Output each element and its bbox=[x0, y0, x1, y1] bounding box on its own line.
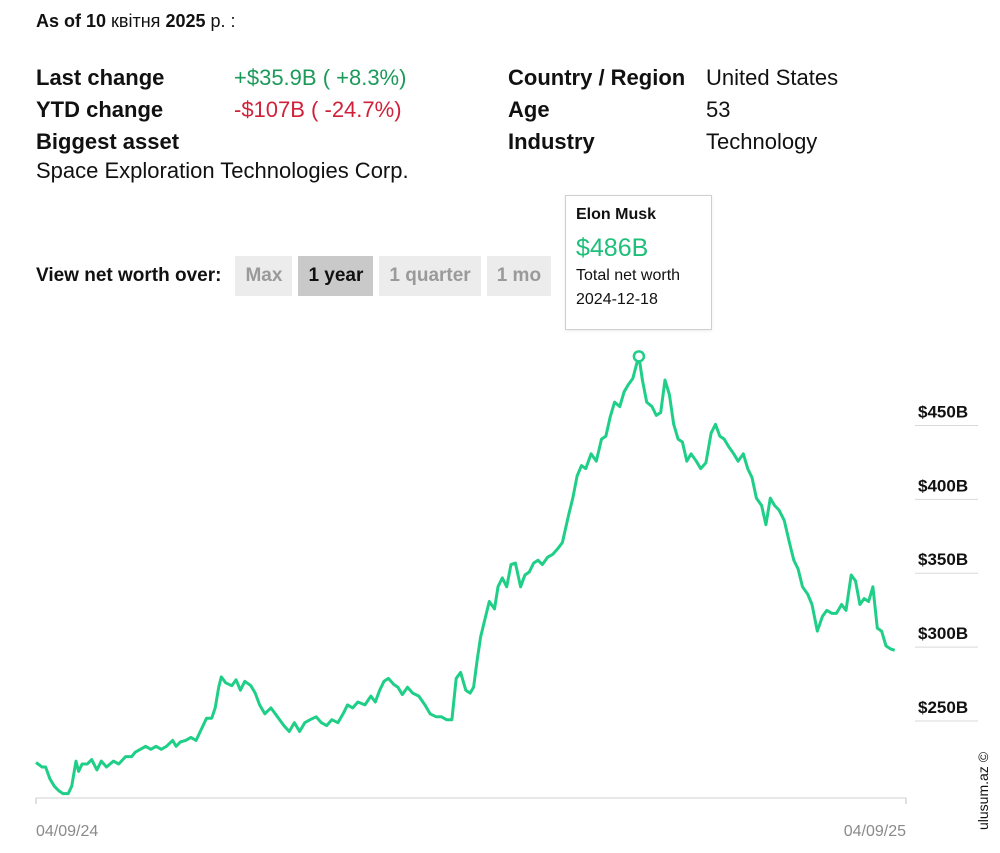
stat-row-country: Country / Region United States bbox=[508, 62, 838, 94]
biggest-asset-label: Biggest asset bbox=[36, 129, 180, 154]
range-1-quarter-button[interactable]: 1 quarter bbox=[379, 256, 481, 296]
age-value: 53 bbox=[706, 97, 731, 122]
y-tick-label: $450B bbox=[918, 403, 968, 422]
industry-label: Industry bbox=[508, 129, 595, 154]
highlight-point bbox=[632, 350, 646, 363]
view-label: View net worth over: bbox=[36, 265, 222, 286]
as-of-line: As of 10 квітня 2025 р. : bbox=[36, 11, 236, 32]
tooltip-value: $486B bbox=[576, 234, 649, 262]
range-1-year-button[interactable]: 1 year bbox=[298, 256, 374, 296]
as-of-month: квітня bbox=[111, 11, 161, 31]
as-of-prefix: As of 10 bbox=[36, 11, 107, 31]
country-value: United States bbox=[706, 65, 839, 90]
stat-row-age: Age 53 bbox=[508, 94, 838, 126]
watermark: ulusum.az © bbox=[975, 751, 991, 830]
tooltip-date: 2024-12-18 bbox=[576, 291, 658, 308]
ytd-change-value: -$107B ( -24.7%) bbox=[234, 97, 402, 122]
tooltip-subtitle: Total net worth bbox=[576, 267, 681, 284]
tooltip-name: Elon Musk bbox=[576, 206, 657, 223]
as-of-suffix: р. : bbox=[210, 11, 236, 31]
chart-tooltip: Elon Musk $486B Total net worth 2024-12-… bbox=[565, 195, 712, 330]
stat-row-ytd-change: YTD change -$107B ( -24.7%) bbox=[36, 94, 406, 126]
x-tick-label-start: 04/09/24 bbox=[36, 823, 98, 840]
stat-row-biggest-asset: Biggest asset bbox=[36, 126, 406, 158]
net-worth-line bbox=[35, 354, 896, 796]
last-change-label: Last change bbox=[36, 65, 165, 90]
range-1-month-button[interactable]: 1 mo bbox=[486, 256, 552, 296]
y-tick-label: $250B bbox=[918, 698, 968, 717]
biggest-asset-value: Space Exploration Technologies Corp. bbox=[36, 158, 409, 183]
country-label: Country / Region bbox=[508, 65, 686, 90]
age-label: Age bbox=[508, 97, 550, 122]
industry-value: Technology bbox=[706, 129, 818, 154]
range-max-button[interactable]: Max bbox=[235, 256, 293, 296]
stats-left: Last change +$35.9B ( +8.3%) YTD change … bbox=[36, 62, 406, 158]
as-of-year: 2025 bbox=[165, 11, 206, 31]
y-tick-label: $300B bbox=[918, 624, 968, 643]
x-tick-label-end: 04/09/25 bbox=[844, 823, 906, 840]
ytd-change-label: YTD change bbox=[36, 97, 164, 122]
last-change-value: +$35.9B ( +8.3%) bbox=[234, 65, 407, 90]
stats-right: Country / Region United States Age 53 In… bbox=[508, 62, 838, 158]
y-tick-label: $350B bbox=[918, 550, 968, 569]
stat-row-last-change: Last change +$35.9B ( +8.3%) bbox=[36, 62, 406, 94]
y-tick-label: $400B bbox=[918, 476, 968, 495]
range-selector: View net worth over: Max 1 year 1 quarte… bbox=[36, 256, 557, 296]
stat-row-industry: Industry Technology bbox=[508, 126, 838, 158]
